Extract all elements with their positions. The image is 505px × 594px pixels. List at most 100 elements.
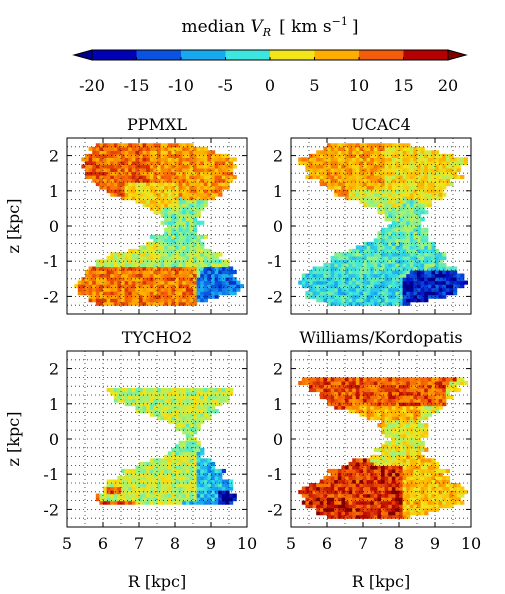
heatmap-cell [175,391,180,396]
heatmap-cell [113,185,118,190]
heatmap-cell [99,174,104,180]
heatmap-cell [327,475,332,481]
heatmap-cell [214,259,219,264]
heatmap-cell [417,192,422,197]
heatmap-cell [106,262,111,268]
heatmap-cell [175,497,180,502]
heatmap-cell [196,419,201,424]
heatmap-cell [409,426,414,431]
heatmap-cell [463,490,468,495]
heatmap-cell [337,493,342,498]
heatmap-cell [171,475,176,481]
heatmap-cell [431,387,436,393]
heatmap-cell [435,409,440,414]
heatmap-cell [391,245,396,250]
heatmap-cell [110,280,115,285]
heatmap-cell [95,298,100,303]
heatmap-cell [167,395,172,400]
heatmap-cell [178,291,183,296]
heatmap-cell [189,284,194,289]
heatmap-cell [153,475,158,481]
heatmap-cell [167,189,172,194]
heatmap-cell [348,493,353,498]
heatmap-cell [160,143,165,148]
heatmap-cell [355,280,360,285]
heatmap-cell [316,387,321,393]
heatmap-cell [402,273,407,278]
heatmap-cell [200,486,205,491]
heatmap-cell [395,157,400,162]
heatmap-cell [196,174,201,180]
heatmap-cell [167,391,172,396]
heatmap-cell [413,255,418,261]
heatmap-cell [402,465,407,470]
grid [67,138,247,314]
heatmap-cell [427,182,432,187]
heatmap-cell [424,280,429,285]
heatmap-cell [449,504,454,509]
heatmap-cell [391,217,396,222]
heatmap-cell [359,153,364,158]
heatmap-cell [301,500,306,505]
heatmap-cell [167,259,172,264]
y-tick-label: -2 [267,500,283,519]
heatmap-cell [337,143,342,148]
heatmap-cell [406,486,411,491]
heatmap-cell [399,174,404,180]
heatmap-cell [377,231,382,236]
heatmap-cell [121,475,126,481]
heatmap-cell [135,472,140,477]
heatmap-cell [381,182,386,187]
heatmap-cell [196,284,201,289]
heatmap-cell [121,252,126,257]
heatmap-cell [388,298,393,303]
heatmap-cell [157,178,162,183]
heatmap-cell [160,241,165,246]
heatmap-cell [200,465,205,470]
heatmap-cell [334,294,339,299]
heatmap-cell [413,409,418,414]
heatmap-cell [164,500,169,505]
heatmap-cell [384,153,389,158]
heatmap-cell [160,262,165,268]
heatmap-cell [381,426,386,431]
heatmap-cell [391,387,396,393]
heatmap-cell [391,454,396,459]
heatmap-cell [377,245,382,250]
heatmap-cell [124,391,129,396]
heatmap-cell [388,294,393,299]
heatmap-cell [131,153,136,158]
heatmap-cell [117,178,122,183]
heatmap-cell [409,391,414,396]
heatmap-cell [442,402,447,407]
heatmap-cell [207,182,212,187]
heatmap-cell [146,192,151,197]
heatmap-cell [402,238,407,243]
heatmap-cell [373,273,378,278]
heatmap-cell [341,160,346,165]
heatmap-cell [359,405,364,410]
heatmap-cell [99,178,104,183]
heatmap-cell [146,262,151,268]
heatmap-cell [395,483,400,488]
heatmap-cell [106,185,111,190]
heatmap-cell [171,479,176,484]
heatmap-cell [211,174,216,180]
heatmap-cell [211,270,216,275]
heatmap-cell [424,447,429,452]
heatmap-cell [185,451,190,456]
heatmap-cell [373,178,378,183]
heatmap-cell [124,196,129,201]
heatmap-cell [124,252,129,257]
heatmap-cell [330,157,335,162]
heatmap-cell [149,255,154,261]
heatmap-cell [377,164,382,169]
heatmap-cell [348,171,353,176]
heatmap-cell [352,291,357,296]
heatmap-cell [121,167,126,173]
heatmap-cell [427,157,432,162]
heatmap-cell [323,270,328,275]
heatmap-cell [409,475,414,481]
heatmap-cell [164,150,169,155]
heatmap-cell [131,500,136,505]
